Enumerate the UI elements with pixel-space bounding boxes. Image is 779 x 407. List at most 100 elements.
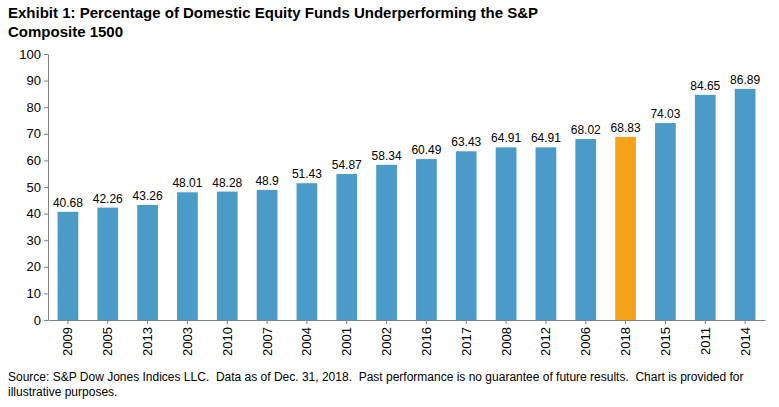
x-tick-label: 2009 [60, 327, 75, 356]
x-tick: 2018 [618, 320, 633, 356]
bar [297, 183, 318, 320]
x-tick: 2007 [260, 320, 275, 356]
x-axis: 2009200520132003201020072004200120022016… [49, 320, 766, 356]
y-tick: 40 [27, 206, 48, 221]
y-tick-mark [44, 320, 48, 321]
data-label: 60.49 [411, 143, 441, 157]
data-label: 48.01 [172, 176, 202, 190]
chart: Exhibit 1: Percentage of Domestic Equity… [0, 0, 779, 407]
x-tick-mark [227, 320, 228, 324]
y-axis: 0102030405060708090100 [19, 47, 48, 328]
x-tick-label: 2016 [419, 327, 434, 356]
x-tick: 2005 [100, 320, 115, 356]
bar [58, 212, 79, 320]
x-tick: 2016 [419, 320, 434, 356]
x-tick-label: 2004 [299, 327, 314, 356]
data-label: 54.87 [332, 158, 362, 172]
data-label: 68.83 [611, 121, 641, 135]
y-tick: 0 [34, 313, 48, 328]
data-labels: 40.6842.2643.2648.0148.2848.951.4354.875… [53, 73, 761, 210]
data-label: 48.28 [212, 176, 242, 190]
y-tick: 100 [19, 47, 48, 62]
y-tick-mark [44, 160, 48, 161]
data-label: 43.26 [133, 189, 163, 203]
y-tick-label: 10 [27, 286, 41, 301]
data-label: 64.91 [531, 131, 561, 145]
x-tick-mark [267, 320, 268, 324]
x-tick-mark [147, 320, 148, 324]
data-label: 42.26 [93, 192, 123, 206]
bar [496, 147, 517, 320]
x-tick-mark [625, 320, 626, 324]
bars [58, 89, 756, 320]
y-tick: 30 [27, 233, 48, 248]
x-tick-label: 2006 [578, 327, 593, 356]
text-line: Exhibit 1: Percentage of Domestic Equity… [8, 4, 538, 21]
y-tick: 10 [27, 286, 48, 301]
y-tick: 90 [27, 73, 48, 88]
plot: 0102030405060708090100200920052013200320… [19, 47, 765, 356]
x-tick-label: 2013 [140, 327, 155, 356]
x-tick-label: 2005 [100, 327, 115, 356]
x-tick-mark [705, 320, 706, 324]
x-tick: 2010 [220, 320, 235, 356]
x-tick: 2008 [499, 320, 514, 356]
data-label: 74.03 [650, 107, 680, 121]
y-tick-mark [44, 240, 48, 241]
y-tick-label: 60 [27, 153, 41, 168]
y-axis-line [48, 55, 49, 321]
x-axis-line [49, 320, 766, 321]
y-tick-label: 0 [34, 313, 41, 328]
x-tick: 2001 [339, 320, 354, 356]
x-tick-label: 2017 [459, 327, 474, 356]
x-tick-label: 2008 [499, 327, 514, 356]
bar [575, 139, 596, 320]
y-tick-mark [44, 54, 48, 55]
text-line: illustrative purposes. [8, 385, 117, 399]
data-label: 86.89 [730, 73, 760, 87]
y-tick-mark [44, 267, 48, 268]
x-tick-mark [466, 320, 467, 324]
y-tick-mark [44, 214, 48, 215]
y-tick: 50 [27, 180, 48, 195]
data-label: 63.43 [451, 135, 481, 149]
bar [97, 208, 118, 320]
x-tick-mark [545, 320, 546, 324]
x-tick-mark [187, 320, 188, 324]
x-tick-label: 2012 [538, 327, 553, 356]
x-tick-mark [346, 320, 347, 324]
bar [257, 190, 278, 320]
title: Exhibit 1: Percentage of Domestic Equity… [8, 4, 538, 40]
x-tick: 2015 [658, 320, 673, 356]
y-tick: 80 [27, 100, 48, 115]
x-tick-mark [107, 320, 108, 324]
y-tick-mark [44, 187, 48, 188]
y-tick-label: 90 [27, 73, 41, 88]
data-label: 64.91 [491, 131, 521, 145]
y-tick-mark [44, 81, 48, 82]
text-line: Source: S&P Dow Jones Indices LLC. Data … [8, 370, 744, 384]
x-tick: 2006 [578, 320, 593, 356]
x-tick: 2002 [379, 320, 394, 356]
text-line: Composite 1500 [8, 23, 123, 40]
data-label: 51.43 [292, 167, 322, 181]
x-tick-label: 2007 [260, 327, 275, 356]
x-tick-mark [506, 320, 507, 324]
y-tick: 60 [27, 153, 48, 168]
y-tick-mark [44, 134, 48, 135]
bar [695, 95, 716, 320]
x-tick: 2004 [299, 320, 314, 356]
bar [735, 89, 756, 320]
data-label: 58.34 [372, 149, 402, 163]
y-tick-mark [44, 107, 48, 108]
bar [177, 192, 198, 320]
bar [217, 192, 238, 320]
data-label: 40.68 [53, 196, 83, 210]
x-tick: 2014 [738, 320, 753, 356]
x-tick-mark [306, 320, 307, 324]
data-label: 68.02 [571, 123, 601, 137]
y-tick-label: 70 [27, 126, 41, 141]
x-tick-mark [745, 320, 746, 324]
bar [376, 165, 397, 320]
x-tick-label: 2002 [379, 327, 394, 356]
